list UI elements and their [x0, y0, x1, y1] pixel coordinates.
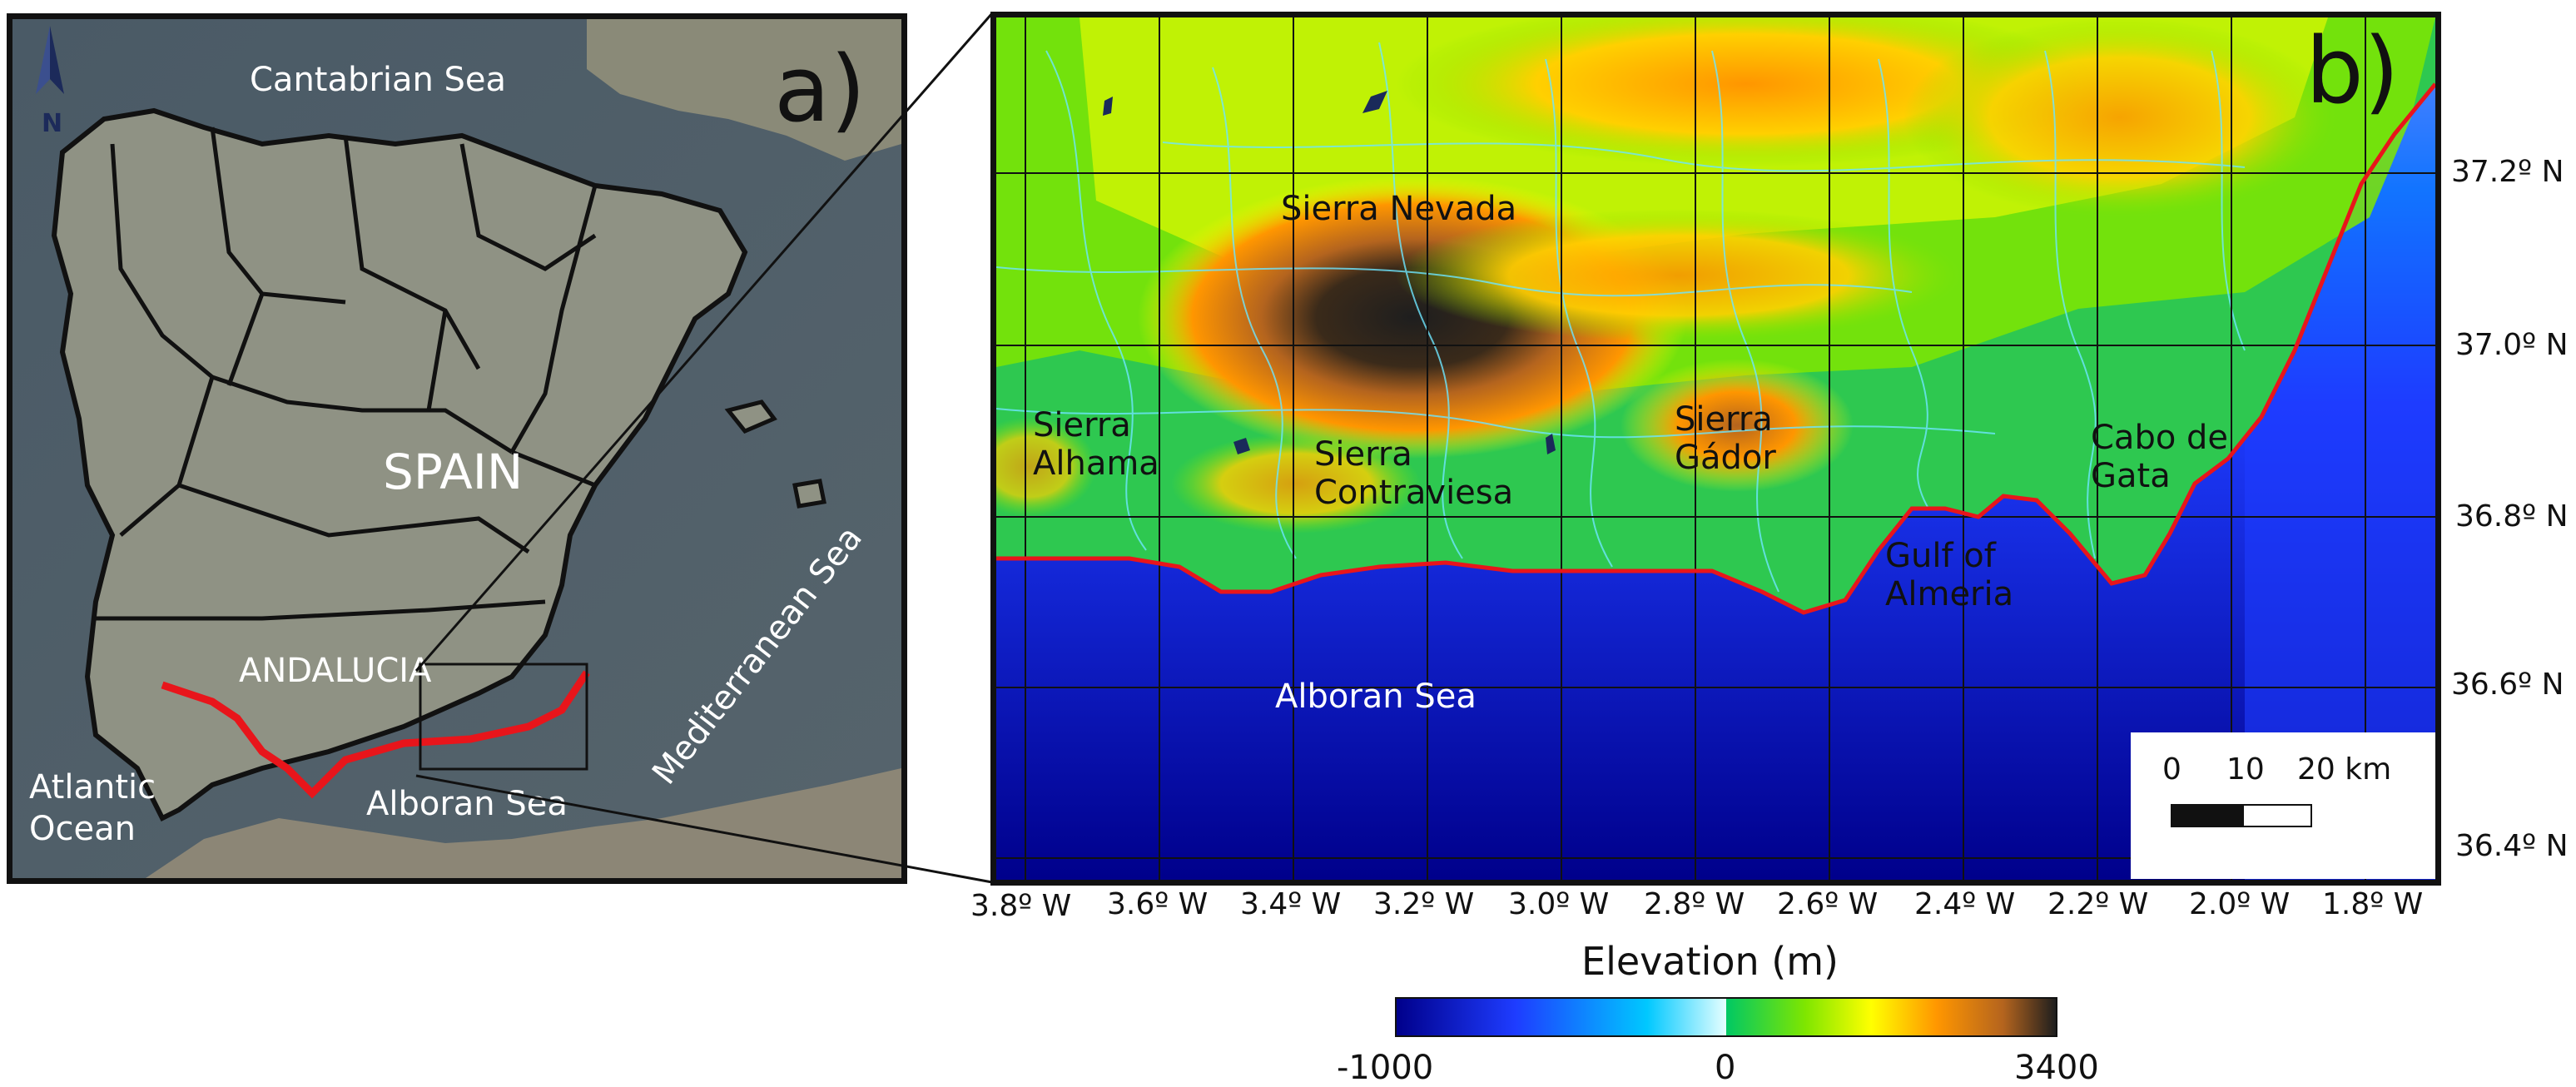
atlantic-ocean-label-line2: Ocean	[29, 810, 136, 848]
river-network	[996, 42, 2246, 593]
sierra-gador-label-2: Gádor	[1675, 439, 1776, 477]
colorbar-max-label: 3400	[2014, 1049, 2099, 1087]
iberia-map	[12, 19, 901, 878]
scale-bar: 0 10 20 km	[2131, 732, 2435, 879]
france-land	[587, 19, 901, 161]
lon-label-2-2: 2.2º W	[2047, 887, 2149, 921]
atlantic-ocean-label-line1: Atlantic	[29, 768, 156, 807]
sierra-gador-relief	[1621, 359, 1854, 492]
lon-label-3-6: 3.6º W	[1107, 887, 1209, 921]
sierra-contraviesa-label-2: Contraviesa	[1314, 474, 1514, 512]
colorbar-mid-label: 0	[1715, 1049, 1736, 1087]
alboran-sea-label-b: Alboran Sea	[1275, 678, 1477, 716]
lat-label-36-6: 36.6º N	[2451, 668, 2564, 702]
cabo-de-gata-label-1: Cabo de	[2091, 419, 2229, 457]
sierra-alhama-label-2: Alhama	[1033, 444, 1159, 483]
overview-map-panel: N a) Cantabrian Sea SPAIN ANDALUCIA Atla…	[7, 13, 907, 884]
sierra-nevada-label: Sierra Nevada	[1281, 190, 1517, 228]
country-label: SPAIN	[383, 444, 524, 500]
region-boundaries	[96, 127, 598, 621]
lon-label-1-8: 1.8º W	[2322, 887, 2424, 921]
scale-tick-20: 20 km	[2297, 752, 2392, 787]
balearic-islands	[724, 400, 777, 434]
lon-label-3-0: 3.0º W	[1508, 887, 1610, 921]
cantabrian-sea-label: Cantabrian Sea	[250, 61, 507, 99]
alboran-sea-label-a: Alboran Sea	[366, 785, 568, 823]
cabo-de-gata-label-2: Gata	[2091, 457, 2171, 495]
scale-bar-black-segment	[2171, 804, 2244, 827]
region-label: ANDALUCIA	[239, 652, 432, 690]
elevation-map-panel: b) Sierra Nevada Sierra Alhama Sierra Co…	[990, 12, 2441, 886]
panel-a-label: a)	[774, 36, 866, 142]
lon-label-2-4: 2.4º W	[1914, 887, 2016, 921]
reservoirs	[1103, 91, 1556, 454]
lon-label-3-2: 3.2º W	[1373, 887, 1475, 921]
colorbar-min-label: -1000	[1337, 1049, 1434, 1087]
lat-label-37-2: 37.2º N	[2451, 155, 2564, 189]
gulf-of-almeria-label-1: Gulf of	[1885, 537, 1996, 575]
lon-label-2-0: 2.0º W	[2189, 887, 2291, 921]
elevation-colorbar	[1395, 997, 2057, 1037]
lat-label-37-0: 37.0º N	[2455, 328, 2569, 362]
elevation-map	[996, 17, 2435, 880]
scale-bar-white-segment	[2242, 804, 2312, 827]
lon-label-2-8: 2.8º W	[1644, 887, 1745, 921]
lat-label-36-8: 36.8º N	[2455, 499, 2569, 534]
balearic-islands-2	[792, 479, 826, 509]
scale-tick-10: 10	[2226, 752, 2265, 787]
sierra-alhama-label-1: Sierra	[1033, 406, 1131, 444]
lon-label-2-6: 2.6º W	[1777, 887, 1879, 921]
gulf-of-almeria-label-2: Almeria	[1885, 575, 2014, 613]
sierra-contraviesa-label-1: Sierra	[1314, 435, 1412, 474]
sierra-gador-label-1: Sierra	[1675, 400, 1773, 439]
lat-label-36-4: 36.4º N	[2455, 829, 2569, 863]
scale-tick-0: 0	[2162, 752, 2181, 787]
iberia-land	[51, 107, 748, 822]
lon-label-3-8: 3.8º W	[970, 889, 1072, 923]
north-label: N	[42, 109, 63, 138]
colorbar-title: Elevation (m)	[1581, 939, 1839, 984]
north-arrow-icon	[36, 26, 64, 94]
andalucia-coastline	[161, 670, 590, 799]
zoom-extent-box	[419, 663, 588, 771]
panel-b-label: b)	[2305, 17, 2400, 124]
graticule	[996, 17, 2435, 880]
lon-label-3-4: 3.4º W	[1240, 887, 1342, 921]
coastline	[996, 82, 2435, 615]
africa-land	[146, 768, 901, 878]
